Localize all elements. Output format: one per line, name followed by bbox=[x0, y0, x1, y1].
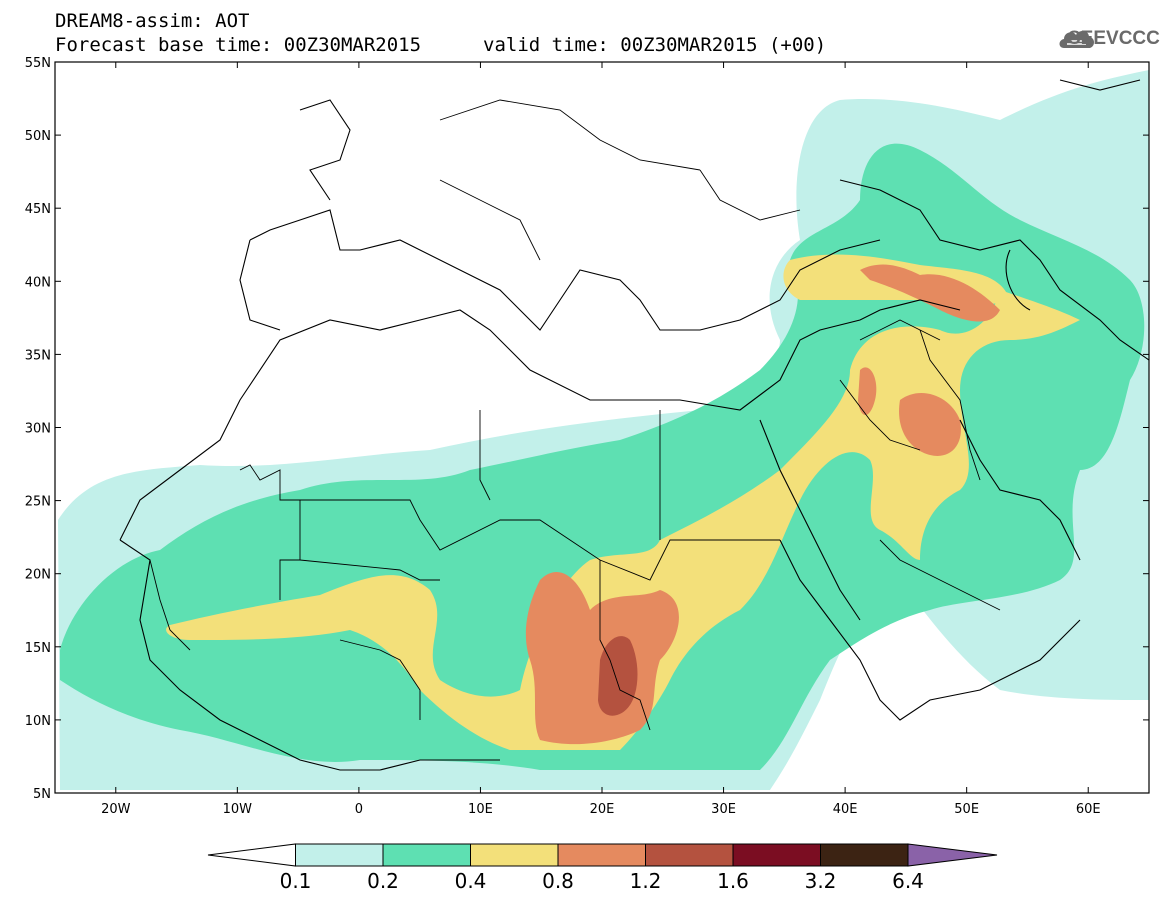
lat-label: 35N bbox=[25, 348, 51, 363]
colorbar-label: 0.1 bbox=[279, 869, 312, 893]
seevccc-logo: SEEVCCC bbox=[1068, 28, 1160, 49]
colorbar-over-triangle bbox=[907, 843, 998, 867]
lon-label: 0 bbox=[355, 802, 363, 817]
valid-time: valid time: 00Z30MAR2015 (+00) bbox=[483, 34, 827, 56]
aot-field bbox=[58, 70, 1149, 790]
lat-label: 50N bbox=[25, 129, 51, 144]
forecast-base-time: Forecast base time: 00Z30MAR2015 bbox=[55, 34, 422, 56]
lon-label: 40E bbox=[833, 802, 858, 817]
colorbar-box bbox=[645, 843, 734, 867]
map-title: DREAM8-assim: AOT bbox=[55, 10, 250, 32]
lon-label: 30E bbox=[711, 802, 736, 817]
lon-label: 10E bbox=[468, 802, 493, 817]
lat-label: 40N bbox=[25, 275, 51, 290]
cloud-logo-icon bbox=[1059, 31, 1095, 48]
colorbar-label: 0.2 bbox=[367, 869, 399, 893]
colorbar-label: 1.2 bbox=[629, 869, 662, 893]
colorbar-box bbox=[732, 843, 821, 867]
colorbar-label: 3.2 bbox=[804, 869, 837, 893]
aot-band-0.4 bbox=[166, 290, 1080, 750]
colorbar-label: 1.6 bbox=[717, 869, 749, 893]
lat-label: 30N bbox=[25, 422, 51, 437]
lon-label: 50E bbox=[954, 802, 979, 817]
colorbar-under-triangle bbox=[207, 843, 296, 867]
colorbar-box bbox=[295, 843, 384, 867]
lat-label: 45N bbox=[25, 202, 51, 217]
colorbar-box bbox=[470, 843, 559, 867]
lat-label: 55N bbox=[25, 56, 51, 71]
lon-label: 20W bbox=[101, 802, 131, 817]
lat-label: 20N bbox=[25, 568, 51, 583]
lon-label: 10W bbox=[223, 802, 253, 817]
colorbar-box bbox=[557, 843, 646, 867]
lat-label: 15N bbox=[25, 641, 51, 656]
colorbar-label: 6.4 bbox=[892, 869, 924, 893]
lat-label: 10N bbox=[25, 714, 51, 729]
latitude-labels: 55N 50N 45N 40N 35N 30N 25N 20N 15N 10N 5N bbox=[25, 56, 51, 802]
colorbar-label: 0.8 bbox=[542, 869, 574, 893]
colorbar-label: 0.4 bbox=[454, 869, 487, 893]
axis-ticks bbox=[55, 61, 1149, 794]
longitude-labels: 20W 10W 0 10E 20E 30E 40E 50E 60E bbox=[101, 802, 1101, 817]
lon-label: 60E bbox=[1076, 802, 1101, 817]
colorbar-box bbox=[382, 843, 471, 867]
lat-label: 25N bbox=[25, 495, 51, 510]
colorbar-box bbox=[820, 843, 909, 867]
lat-label: 5N bbox=[33, 787, 51, 802]
lon-label: 20E bbox=[590, 802, 615, 817]
